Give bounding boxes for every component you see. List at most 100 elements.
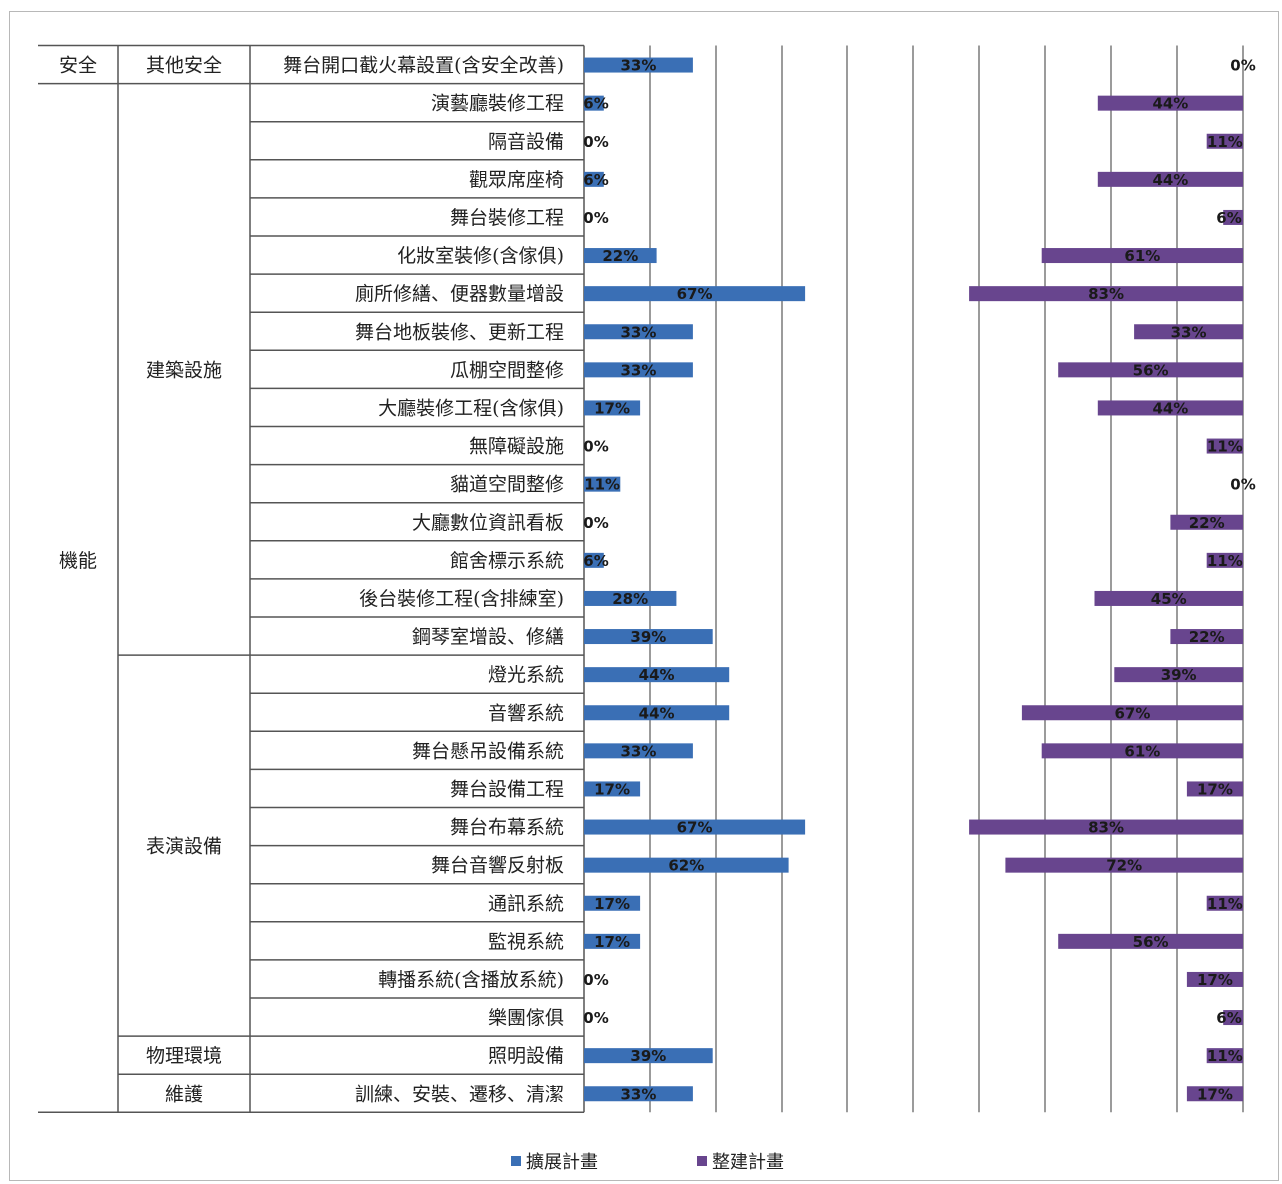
bar-expansion [584,781,641,797]
subgroup-label: 物理環境 [146,1045,222,1067]
data-label-expansion: 33% [620,361,656,379]
data-label-rebuild: 83% [1088,819,1124,837]
data-label-expansion: 28% [612,590,648,608]
bar-expansion [584,857,789,873]
bar-rebuild [1097,400,1243,416]
data-label-rebuild: 11% [1207,895,1243,913]
bar-rebuild [1170,514,1243,530]
bar-expansion [584,667,730,683]
data-label-expansion: 33% [620,742,656,760]
bar-rebuild [1097,171,1243,187]
bar-rebuild [1005,857,1243,873]
bar-expansion [584,590,677,606]
data-label-rebuild: 0% [1230,57,1255,75]
data-label-rebuild: 33% [1171,323,1207,341]
category-label: 舞台懸吊設備系統 [412,740,564,762]
legend-swatch-rebuild [697,1156,707,1166]
data-label-expansion: 33% [620,1085,656,1103]
category-label: 無障礙設施 [469,436,564,458]
legend-label-rebuild: 整建計畫 [712,1152,784,1173]
bar-rebuild [1206,438,1243,454]
bar-rebuild [1206,552,1243,568]
bar-rebuild [1058,362,1243,378]
bar-rebuild [1094,590,1243,606]
bar-rebuild [1021,705,1243,721]
data-label-rebuild: 56% [1133,361,1169,379]
data-label-expansion: 39% [630,1047,666,1065]
category-label: 舞台設備工程 [450,778,564,800]
category-label: 舞台地板裝修、更新工程 [355,321,564,343]
bar-expansion [584,400,641,416]
group-label: 機能 [59,550,97,572]
category-label: 音響系統 [488,702,564,724]
bar-rebuild [1223,1010,1243,1026]
data-label-rebuild: 11% [1207,1047,1243,1065]
bar-expansion [584,362,693,378]
bar-expansion [584,324,693,340]
category-label: 轉播系統(含播放系統) [378,969,564,991]
category-label: 照明設備 [488,1045,564,1067]
data-label-rebuild: 6% [1216,1009,1241,1027]
data-label-expansion: 0% [583,209,608,227]
data-label-rebuild: 6% [1216,209,1241,227]
bar-rebuild [1186,1086,1243,1102]
subgroup-label: 表演設備 [146,836,222,858]
group-label: 安全 [59,55,97,77]
bar-rebuild [1206,133,1243,149]
data-label-expansion: 0% [583,971,608,989]
category-label: 貓道空間整修 [450,474,564,496]
bar-rebuild [1170,629,1243,645]
data-label-expansion: 17% [594,399,630,417]
bar-expansion [584,95,604,111]
data-label-expansion: 0% [583,1009,608,1027]
data-label-rebuild: 61% [1124,742,1160,760]
bar-expansion [584,248,657,264]
bar-rebuild [1186,971,1243,987]
data-label-expansion: 6% [583,552,608,570]
data-label-rebuild: 45% [1151,590,1187,608]
bar-rebuild [1186,781,1243,797]
bar-rebuild [1206,1048,1243,1064]
data-label-rebuild: 22% [1189,628,1225,646]
legend-label-expansion: 擴展計畫 [526,1152,598,1173]
bar-expansion [584,552,604,568]
category-label: 舞台裝修工程 [450,207,564,229]
bar-rebuild [969,286,1243,302]
category-label: 化妝室裝修(含傢俱) [397,245,564,267]
data-label-expansion: 0% [583,514,608,532]
data-label-rebuild: 72% [1106,857,1142,875]
data-label-expansion: 17% [594,780,630,798]
data-label-expansion: 44% [639,704,675,722]
data-label-expansion: 17% [594,895,630,913]
bar-expansion [584,1048,713,1064]
data-label-expansion: 17% [594,933,630,951]
data-label-rebuild: 83% [1088,285,1124,303]
bar-rebuild [1223,209,1243,225]
bar-expansion [584,895,641,911]
data-label-rebuild: 11% [1207,438,1243,456]
subgroup-label: 其他安全 [146,55,222,77]
bar-rebuild [1058,933,1243,949]
data-label-expansion: 33% [620,57,656,75]
category-label: 館舍標示系統 [450,550,564,572]
subgroup-label: 建築設施 [146,359,222,381]
data-label-rebuild: 44% [1152,171,1188,189]
data-label-rebuild: 17% [1197,971,1233,989]
data-label-rebuild: 56% [1133,933,1169,951]
category-label: 樂團傢俱 [488,1007,564,1029]
bar-expansion [584,57,693,73]
data-label-expansion: 67% [677,819,713,837]
data-label-expansion: 33% [620,323,656,341]
bar-rebuild [1041,248,1243,264]
bar-rebuild [1097,95,1243,111]
data-label-expansion: 44% [639,666,675,684]
data-label-rebuild: 17% [1197,780,1233,798]
data-label-expansion: 22% [602,247,638,265]
data-label-expansion: 6% [583,95,608,113]
bar-expansion [584,286,806,302]
bar-expansion [584,705,730,721]
category-label: 後台裝修工程(含排練室) [359,588,564,610]
category-label: 廁所修繕、便器數量增設 [355,282,564,305]
data-label-expansion: 39% [630,628,666,646]
